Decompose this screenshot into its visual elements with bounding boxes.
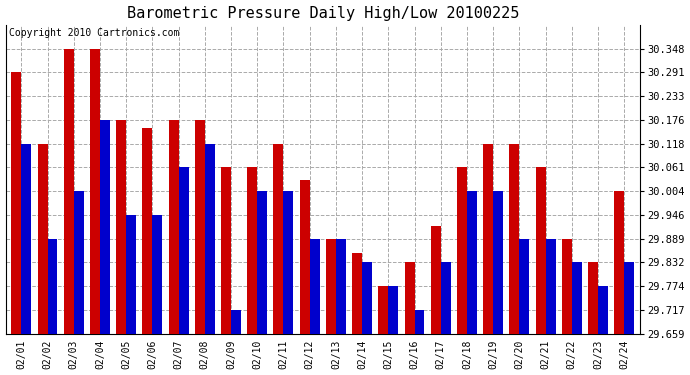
Bar [509, 144, 520, 334]
Bar [299, 180, 310, 334]
Bar [431, 226, 441, 334]
Bar [126, 215, 136, 334]
Bar [388, 286, 398, 334]
Bar [142, 128, 152, 334]
Bar [614, 191, 624, 334]
Bar [624, 262, 634, 334]
Bar [326, 238, 336, 334]
Bar [152, 215, 162, 334]
Bar [352, 253, 362, 334]
Bar [195, 120, 205, 334]
Bar [457, 167, 467, 334]
Bar [100, 120, 110, 334]
Bar [362, 262, 372, 334]
Bar [247, 167, 257, 334]
Bar [415, 310, 424, 334]
Bar [588, 262, 598, 334]
Bar [116, 120, 126, 334]
Bar [441, 262, 451, 334]
Bar [404, 262, 415, 334]
Bar [284, 191, 293, 334]
Text: Copyright 2010 Cartronics.com: Copyright 2010 Cartronics.com [9, 28, 179, 38]
Bar [493, 191, 503, 334]
Bar [11, 72, 21, 334]
Bar [535, 167, 546, 334]
Bar [90, 48, 100, 334]
Bar [21, 144, 31, 334]
Bar [520, 238, 529, 334]
Bar [310, 238, 319, 334]
Bar [48, 238, 57, 334]
Bar [467, 191, 477, 334]
Bar [257, 191, 267, 334]
Title: Barometric Pressure Daily High/Low 20100225: Barometric Pressure Daily High/Low 20100… [126, 6, 519, 21]
Bar [37, 144, 48, 334]
Bar [273, 144, 284, 334]
Bar [562, 238, 572, 334]
Bar [221, 167, 231, 334]
Bar [546, 238, 555, 334]
Bar [74, 191, 83, 334]
Bar [378, 286, 388, 334]
Bar [336, 238, 346, 334]
Bar [63, 48, 74, 334]
Bar [205, 144, 215, 334]
Bar [179, 167, 188, 334]
Bar [598, 286, 608, 334]
Bar [231, 310, 241, 334]
Bar [168, 120, 179, 334]
Bar [572, 262, 582, 334]
Bar [483, 144, 493, 334]
